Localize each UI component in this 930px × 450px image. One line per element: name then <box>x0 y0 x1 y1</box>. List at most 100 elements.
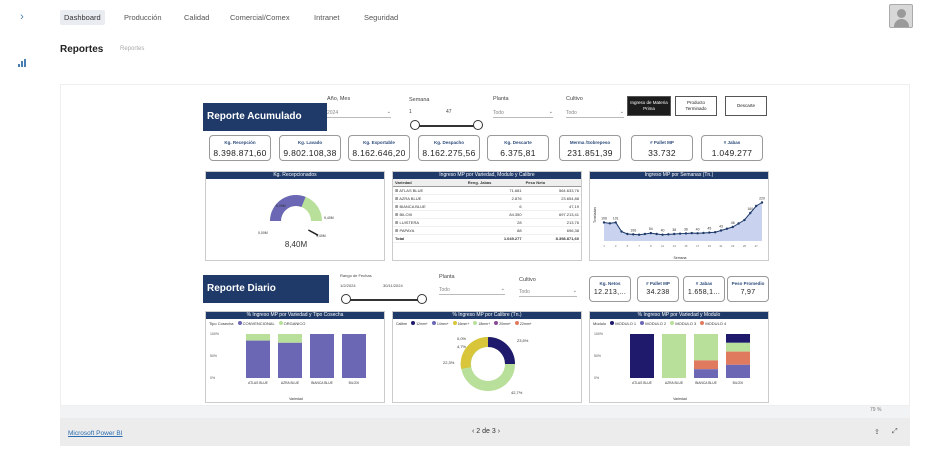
collapse-icon[interactable]: › <box>20 11 24 23</box>
weekly-data-label: 220 <box>759 197 765 201</box>
cell-jabas: 28 <box>465 218 524 227</box>
weekly-tick: 17 <box>696 244 700 248</box>
share-icon[interactable]: ⇪ <box>874 429 880 436</box>
cell-peso: 213,76 <box>523 218 581 227</box>
anio-mes-dropdown[interactable]: 2024 ⌄ <box>327 109 391 118</box>
weekly-point[interactable] <box>643 232 647 236</box>
weekly-point[interactable] <box>725 227 729 230</box>
bar-segment[interactable] <box>726 364 750 378</box>
tab-seguridad[interactable]: Seguridad <box>364 13 399 22</box>
diario-planta-dropdown[interactable]: Todo ⌄ <box>439 286 505 295</box>
weekly-point[interactable] <box>632 233 635 236</box>
weekly-point[interactable] <box>760 201 764 204</box>
powerbi-frame: Reporte Acumulado Año, Mes 2024 ⌄ Semana … <box>60 84 910 446</box>
calibre-donut-chart: 23,5% 42,7% 22,3% 0,0% 4,7% <box>443 336 529 395</box>
table-row[interactable]: ⊞ BIANCA BLUE 6 47,19 <box>393 202 581 211</box>
fecha-to[interactable]: 30/11/2024 <box>383 283 403 288</box>
chart-icon[interactable] <box>15 58 29 72</box>
semana-slider-start[interactable] <box>410 120 420 130</box>
bar-segment[interactable] <box>694 334 718 361</box>
tab-produccion[interactable]: Producción <box>124 13 162 22</box>
weekly-point[interactable] <box>749 211 752 215</box>
weekly-point[interactable] <box>719 229 723 232</box>
bar-segment[interactable] <box>694 369 718 378</box>
bar-segment[interactable] <box>246 334 270 341</box>
weekly-point[interactable] <box>678 232 682 235</box>
bar-segment[interactable] <box>278 342 302 378</box>
fecha-slider-end[interactable] <box>417 294 427 304</box>
bar-segment[interactable] <box>310 334 334 378</box>
bar-segment[interactable] <box>342 334 366 378</box>
tab-intranet[interactable]: Intranet <box>314 13 340 22</box>
weekly-point[interactable] <box>713 231 717 234</box>
table-row[interactable]: ⊞ LUISTERA 28 213,76 <box>393 218 581 227</box>
planta-label: Planta <box>493 96 509 102</box>
weekly-point[interactable] <box>620 230 623 233</box>
report-canvas: Reporte Acumulado Año, Mes 2024 ⌄ Semana … <box>60 84 910 406</box>
donut-slice-yellow <box>463 337 489 357</box>
fullscreen-icon[interactable]: ⤢ <box>892 428 898 435</box>
col-peso[interactable]: Peso Neto <box>523 179 581 187</box>
acumulado-title: Reporte Acumulado <box>203 103 327 131</box>
cell-peso: 696,38 <box>523 226 581 235</box>
diario-cultivo-dropdown[interactable]: Todo ⌄ <box>519 288 577 297</box>
descarte-button[interactable]: Descarte <box>725 96 767 116</box>
next-page-icon[interactable]: › <box>497 428 501 435</box>
fecha-slider-start[interactable] <box>341 294 351 304</box>
table-row[interactable]: ⊞ ATLAS BLUE 71.681 564.633,76 <box>393 186 581 195</box>
user-avatar[interactable] <box>889 4 913 28</box>
weekly-point[interactable] <box>673 232 676 236</box>
fecha-from[interactable]: 1/2/2024 <box>340 283 356 288</box>
weekly-point[interactable] <box>602 221 606 224</box>
breadcrumb[interactable]: Reportes <box>120 46 145 52</box>
weekly-point[interactable] <box>696 232 699 235</box>
weekly-point[interactable] <box>608 222 612 225</box>
table-row[interactable]: ⊞ AZRA BLUE 2.876 23.654,88 <box>393 194 581 203</box>
bar-segment[interactable] <box>726 351 750 365</box>
weekly-point[interactable] <box>649 231 653 235</box>
weekly-tick: 21 <box>719 244 723 248</box>
tab-comercial[interactable]: Comercial/Comex <box>230 13 290 22</box>
weekly-point[interactable] <box>754 204 758 208</box>
weekly-point[interactable] <box>655 232 658 236</box>
weekly-data-label: 106 <box>630 228 636 232</box>
semana-slider-end[interactable] <box>473 120 483 130</box>
col-jabas[interactable]: Reng. Jabas <box>465 179 524 187</box>
table-total-row: Total 1.049.277 8.398.871,60 <box>393 234 581 243</box>
bar-segment[interactable] <box>662 334 686 378</box>
weekly-point[interactable] <box>637 233 641 236</box>
weekly-point[interactable] <box>731 225 734 229</box>
weekly-point[interactable] <box>702 231 705 235</box>
tab-calidad[interactable]: Calidad <box>184 13 210 22</box>
powerbi-link[interactable]: Microsoft Power BI <box>68 430 123 437</box>
weekly-point[interactable] <box>661 233 664 236</box>
bar-segment[interactable] <box>246 340 270 378</box>
weekly-point[interactable] <box>667 233 670 236</box>
prev-page-icon[interactable]: ‹ <box>472 428 477 435</box>
weekly-point[interactable] <box>684 232 688 235</box>
col-variedad[interactable]: Variedad <box>393 179 466 187</box>
weekly-tick: 5 <box>627 244 629 248</box>
ingreso-mp-button[interactable]: Ingreso de Materia Prima <box>627 96 671 116</box>
tab-dashboard[interactable]: Dashboard <box>60 10 105 25</box>
weekly-point[interactable] <box>737 222 740 225</box>
weekly-point[interactable] <box>690 231 693 235</box>
kpi-value: 8.162.646,20 <box>352 148 406 158</box>
planta-dropdown[interactable]: Todo ⌄ <box>493 109 553 118</box>
producto-terminado-button[interactable]: Producto Terminado <box>675 96 717 116</box>
bar-segment[interactable] <box>726 334 750 343</box>
table-row[interactable]: ⊞ BILOXI 84.350 697.213,41 <box>393 210 581 219</box>
table-row[interactable]: ⊞ PAPAYA 88 696,38 <box>393 226 581 235</box>
kpi-card: Kg. Recepción 8.398.871,60 <box>209 135 271 161</box>
bar-segment[interactable] <box>278 334 302 343</box>
cultivo-dropdown[interactable]: Todo ⌄ <box>566 109 624 118</box>
weekly-point[interactable] <box>614 221 617 224</box>
cell-peso: 47,19 <box>523 202 581 211</box>
weekly-point[interactable] <box>708 231 711 234</box>
donut-label-2: 42,7% <box>511 390 523 395</box>
bar-segment[interactable] <box>630 334 654 378</box>
weekly-point[interactable] <box>743 218 746 222</box>
bar-segment[interactable] <box>694 360 718 370</box>
weekly-point[interactable] <box>626 232 629 236</box>
bar-segment[interactable] <box>726 342 750 352</box>
